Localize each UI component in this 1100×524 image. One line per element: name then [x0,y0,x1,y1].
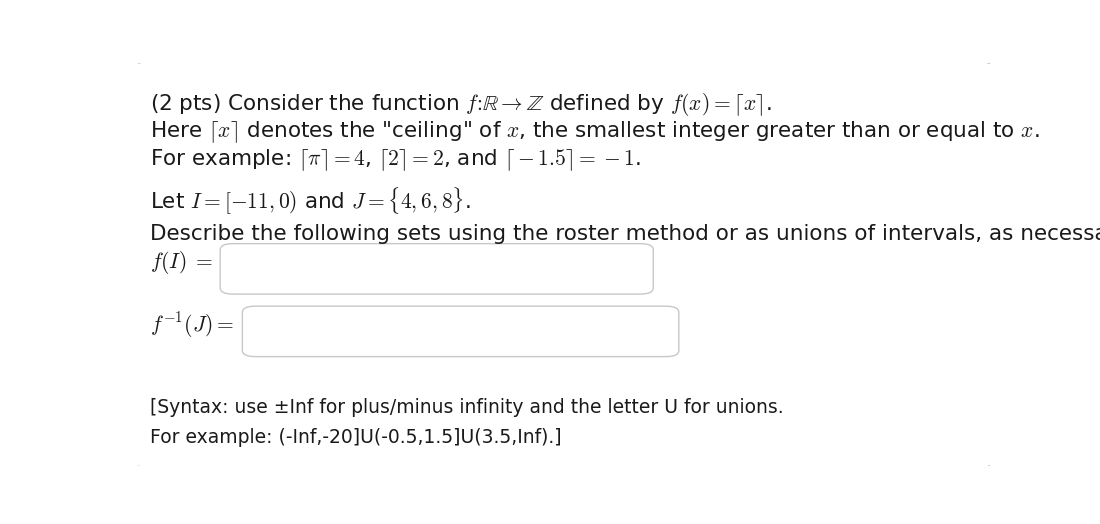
FancyBboxPatch shape [220,244,653,294]
Text: Describe the following sets using the roster method or as unions of intervals, a: Describe the following sets using the ro… [151,224,1100,244]
Text: $f(I)\; =$: $f(I)\; =$ [151,249,213,276]
Text: $f^{-1}(J) =$: $f^{-1}(J) =$ [151,310,234,340]
Text: For example: $\lceil \pi \rceil = 4$, $\lceil 2 \rceil = 2$, and $\lceil -1.5 \r: For example: $\lceil \pi \rceil = 4$, $\… [151,148,641,173]
Text: [Syntax: use ±Inf for plus/minus infinity and the letter U for unions.: [Syntax: use ±Inf for plus/minus infinit… [151,398,784,417]
Text: For example: (-Inf,-20]U(-0.5,1.5]U(3.5,Inf).]: For example: (-Inf,-20]U(-0.5,1.5]U(3.5,… [151,428,562,447]
FancyBboxPatch shape [135,62,992,467]
Text: Let $I = [-11, 0)$ and $J = \{4, 6, 8\}$.: Let $I = [-11, 0)$ and $J = \{4, 6, 8\}$… [151,186,471,217]
FancyBboxPatch shape [242,306,679,357]
Text: Here $\lceil x \rceil$ denotes the "ceiling" of $x$, the smallest integer greate: Here $\lceil x \rceil$ denotes the "ceil… [151,119,1040,145]
Text: (2 pts) Consider the function $f\colon \mathbb{R} \to \mathbb{Z}$ defined by $f(: (2 pts) Consider the function $f\colon \… [151,91,772,118]
